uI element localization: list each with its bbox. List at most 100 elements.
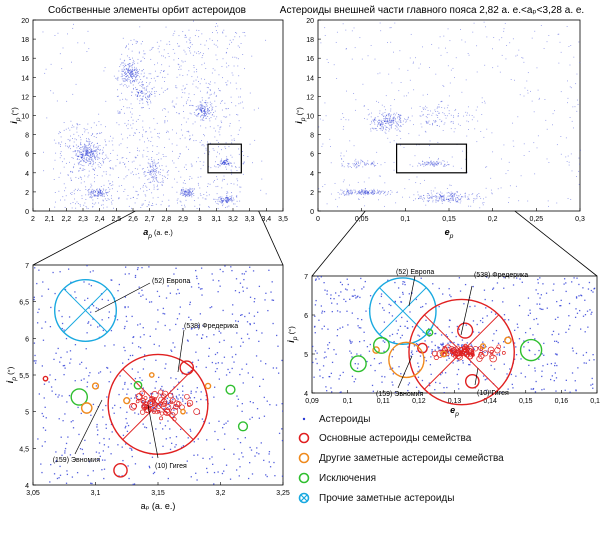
asteroid-dot [182, 194, 184, 196]
asteroid-dot [353, 381, 355, 383]
asteroid-dot [327, 347, 329, 350]
asteroid-dot [96, 426, 98, 428]
asteroid-dot [367, 163, 369, 165]
asteroid-dot [191, 192, 193, 194]
asteroid-dot [187, 148, 189, 150]
asteroid-dot [155, 170, 157, 172]
asteroid-dot [107, 317, 110, 319]
asteroid-dot [141, 84, 143, 86]
y-tick-label: 4,5 [19, 446, 29, 453]
asteroid-dot [70, 177, 72, 179]
asteroid-dot [425, 121, 427, 123]
asteroid-dot [458, 359, 460, 362]
asteroid-dot [202, 105, 204, 107]
asteroid-dot [219, 196, 221, 198]
asteroid-dot [483, 202, 485, 204]
asteroid-dot [430, 192, 432, 194]
asteroid-dot [351, 193, 353, 195]
asteroid-dot [110, 153, 112, 154]
asteroid-dot [584, 331, 586, 333]
asteroid-dot [512, 284, 515, 286]
asteroid-dot [407, 327, 409, 329]
asteroid-dot [253, 322, 255, 324]
asteroid-dot [355, 164, 357, 166]
asteroid-dot [176, 132, 177, 134]
asteroid-dot [424, 163, 426, 165]
asteroid-dot [187, 195, 189, 197]
asteroid-dot [382, 127, 384, 129]
asteroid-dot [217, 471, 219, 473]
asteroid-dot [509, 42, 511, 44]
asteroid-dot [178, 155, 180, 157]
asteroid-dot [105, 427, 107, 429]
asteroid-dot [347, 283, 349, 286]
asteroid-dot [147, 162, 149, 164]
asteroid-dot [90, 149, 92, 151]
asteroid-dot [116, 154, 118, 156]
asteroid-dot [380, 164, 382, 166]
asteroid-dot [164, 324, 166, 327]
asteroid-dot [387, 120, 389, 122]
asteroid-dot [69, 454, 72, 456]
asteroid-dot [218, 164, 220, 166]
asteroid-dot [218, 330, 220, 332]
asteroid-dot [219, 201, 221, 203]
asteroid-dot [198, 53, 200, 55]
asteroid-dot [190, 163, 192, 165]
asteroid-dot [112, 168, 114, 170]
asteroid-dot [188, 38, 190, 40]
asteroid-dot [393, 169, 395, 171]
asteroid-dot [206, 336, 208, 338]
asteroid-dot [358, 162, 359, 164]
asteroid-dot [117, 89, 118, 91]
asteroid-dot [185, 103, 187, 105]
asteroid-dot [447, 355, 449, 357]
asteroid-dot [365, 164, 367, 166]
asteroid-dot [224, 116, 226, 118]
asteroid-dot [422, 164, 424, 165]
asteroid-dot [112, 137, 114, 139]
asteroid-dot [216, 95, 217, 97]
asteroid-dot [228, 161, 230, 163]
asteroid-dot [189, 190, 191, 192]
asteroid-dot [448, 357, 450, 359]
asteroid-dot [63, 329, 65, 331]
asteroid-dot [391, 355, 393, 358]
asteroid-dot [432, 283, 434, 285]
asteroid-dot [318, 278, 320, 280]
asteroid-dot [393, 340, 395, 343]
asteroid-dot [364, 118, 366, 119]
asteroid-dot [381, 375, 383, 378]
asteroid-dot [239, 282, 242, 284]
asteroid-dot [541, 370, 543, 372]
asteroid-dot [176, 97, 178, 99]
asteroid-dot [231, 142, 233, 144]
asteroid-dot [450, 197, 452, 199]
asteroid-dot [209, 151, 210, 153]
asteroid-dot [468, 363, 470, 366]
family-member-ring [142, 404, 146, 409]
asteroid-dot [128, 67, 130, 69]
asteroid-dot [195, 275, 198, 277]
asteroid-dot [182, 400, 184, 402]
family-member-ring [140, 398, 147, 404]
asteroid-dot [214, 69, 216, 71]
asteroid-dot [209, 89, 211, 91]
asteroid-dot [128, 79, 130, 81]
asteroid-dot [184, 60, 186, 62]
asteroid-dot [129, 134, 131, 136]
asteroid-dot [250, 449, 253, 451]
asteroid-dot [343, 179, 345, 181]
asteroid-dot [87, 148, 89, 150]
asteroid-dot [236, 200, 238, 202]
asteroid-dot [142, 156, 144, 158]
asteroid-dot [182, 92, 184, 93]
asteroid-dot [55, 460, 57, 463]
asteroid-dot [99, 189, 101, 191]
asteroid-dot [124, 73, 126, 75]
asteroid-dot [148, 201, 150, 203]
asteroid-dot [576, 99, 578, 101]
asteroid-dot [172, 398, 174, 401]
asteroid-dot [82, 159, 84, 161]
asteroid-dot [141, 205, 143, 206]
